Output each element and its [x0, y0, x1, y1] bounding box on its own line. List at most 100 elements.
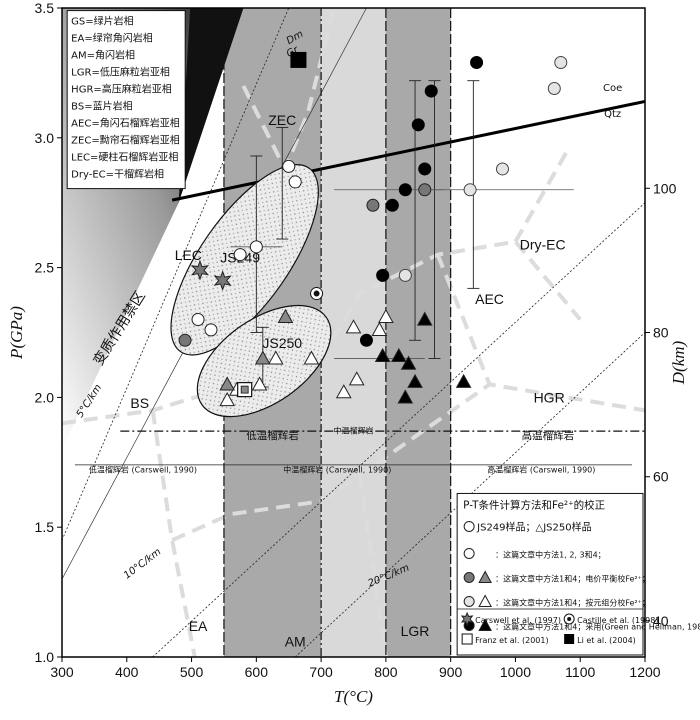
js249-ellipse [170, 164, 319, 356]
js249-black-circle-7 [359, 333, 373, 347]
js249-gray-circle-1 [366, 198, 380, 212]
tz-mid: 中温榴辉岩 [334, 426, 374, 436]
tz-high: 高温榴辉岩 [522, 429, 575, 442]
x-axis-label: T(°C) [334, 687, 373, 706]
legends: GS=绿片岩相 EA=绿帘角闪岩相 AM=角闪岩相 LGR=低压麻粒岩亚相 HGR=高压… [66, 10, 700, 656]
x-tick-label-300: 300 [50, 664, 74, 680]
legend-circle-m2 [463, 571, 475, 583]
js249-black-circle-1 [398, 183, 412, 197]
label-coe: Coe [603, 83, 622, 94]
js249-open-circle-4 [204, 323, 218, 337]
x-tick-label-500: 500 [180, 664, 204, 680]
label-bs: BS [130, 395, 149, 411]
tz-mid-carswell: 中温榴辉岩 (Carswell, 1990) [283, 465, 391, 475]
label-lgr: LGR [401, 623, 430, 639]
js250-open-triangle-2 [251, 376, 268, 391]
label-zec: ZEC [268, 112, 296, 128]
label-dry-ec: Dry-EC [520, 236, 566, 252]
y-axis-label: P(GPa) [7, 306, 26, 360]
facies-legend-item-5: BS=蓝片岩相 [71, 100, 132, 113]
legend-ref-franz: Franz et al. (2001) [475, 636, 548, 645]
y-tick-label-2.5: 2.5 [35, 260, 55, 276]
d-tick-label-40: 40 [653, 613, 669, 629]
facies-legend-item-0: GS=绿片岩相 [71, 15, 133, 28]
js250-open-triangle-4 [303, 350, 320, 365]
forbidden-dark-wedge [178, 8, 244, 203]
x-tick-label-400: 400 [115, 664, 139, 680]
js250-gray-triangle-1 [254, 350, 271, 365]
x-tick-label-800: 800 [374, 664, 398, 680]
facies-legend-item-9: Dry-EC=干榴辉岩相 [71, 168, 164, 181]
js249-open-circle-3 [191, 313, 205, 327]
legend-sample-circle [463, 520, 475, 532]
x-tick-label-1000: 1000 [500, 664, 531, 680]
js250-gray-triangle-0 [219, 376, 236, 391]
legend-m3: ：这篇文章中方法1和4；按元组分校Fe²⁺； [495, 597, 650, 607]
js250-open-triangle-5 [335, 384, 352, 399]
facies-boundary-1 [150, 410, 197, 658]
legend-circle-m3 [463, 595, 475, 607]
legend-tri-m2 [478, 570, 492, 583]
js250-open-triangle-9 [378, 308, 394, 324]
legend-tri-m3 [478, 594, 492, 607]
js250-open-triangle-7 [345, 319, 362, 334]
js249-black-circle-2 [411, 118, 425, 132]
band-800-900 [385, 8, 451, 657]
castille-dot-0 [313, 290, 320, 297]
label-qtz: Qtz [604, 109, 621, 120]
js250-open-triangle-3 [267, 350, 284, 365]
label-hgr: HGR [534, 390, 565, 406]
legend-li-square [564, 634, 575, 644]
facies-boundary-7 [357, 474, 388, 658]
js249-light-circle-4 [398, 268, 412, 282]
facies-legend-item-6: AEC=角闪石榴辉岩亚相 [71, 117, 180, 130]
legend-title: P-T条件计算方法和Fe²⁺的校正 [463, 498, 605, 511]
d-tick-label-60: 60 [653, 469, 669, 485]
label-am: AM [285, 634, 306, 650]
legend-m4: ：这篇文章中方法1和4；采用(Green and Hellman, 1982) [495, 621, 700, 631]
js249-gray-circle-2 [418, 183, 432, 197]
js249-black-circle-5 [470, 56, 484, 70]
legend-ref-carswell: Carswell et al. (1997) [475, 616, 561, 625]
axes: 300 400 500 600 700 800 900 1000 1100 1200 1.0 1.5 2… [7, 0, 688, 706]
y-tick-label-1: 1.0 [35, 649, 55, 665]
js249-black-circle-6 [376, 268, 390, 282]
js249-light-circle-1 [495, 162, 509, 176]
js250-black-triangle-3 [397, 389, 414, 404]
y2-axis-label: D(km) [669, 340, 688, 385]
js249-gray-circle-0 [178, 333, 192, 347]
x-tick-label-1200: 1200 [629, 664, 660, 680]
js249-open-circle-1 [288, 175, 302, 189]
js249-black-circle-0 [385, 198, 399, 212]
js249-black-circle-4 [424, 84, 438, 98]
legend-castille-dot [567, 617, 572, 621]
legend-ref-li: Li et al. (2004) [577, 636, 636, 645]
tz-high-carswell: 高温榴辉岩 (Carswell, 1990) [487, 465, 595, 475]
label-lec: LEC [175, 247, 202, 263]
legend-tri-m4 [478, 618, 492, 631]
legend-franz-square [461, 633, 473, 645]
facies-legend-item-3: LGR=低压麻粒岩亚相 [71, 66, 170, 79]
d-tick-label-100: 100 [653, 180, 677, 196]
legend-samples: JS249样品；△JS250样品 [476, 520, 591, 533]
facies-legend-item-4: HGR=高压麻粒岩亚相 [71, 83, 172, 96]
tz-low: 低温榴辉岩 [246, 429, 299, 442]
facies-legend-box [66, 10, 186, 190]
data-points [178, 51, 568, 407]
y-tick-label-3.5: 3.5 [35, 0, 55, 16]
facies-legend-item-7: ZEC=黝帘石榴辉岩亚相 [71, 134, 180, 147]
js250-black-triangle-2 [400, 355, 417, 370]
js249-light-circle-2 [547, 81, 561, 95]
y-tick-label-2: 2.0 [35, 389, 55, 405]
legend-circle-m1 [463, 547, 475, 559]
franz-inner-0 [240, 385, 249, 394]
facies-legend-item-2: AM=角闪岩相 [71, 49, 135, 62]
x-tick-label-700: 700 [309, 664, 333, 680]
y-tick-label-1.5: 1.5 [35, 519, 55, 535]
legend-m1: ：这篇文章中方法1, 2, 3和4； [495, 549, 606, 559]
label-ea: EA [189, 618, 208, 634]
js250-open-triangle-8 [371, 321, 388, 337]
js249-black-circle-3 [418, 162, 432, 176]
facies-legend-item-8: LEC=硬柱石榴辉岩亚相 [71, 151, 178, 164]
